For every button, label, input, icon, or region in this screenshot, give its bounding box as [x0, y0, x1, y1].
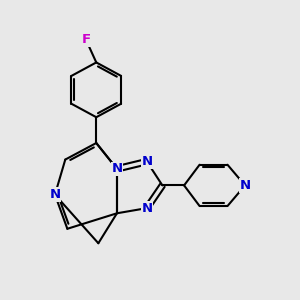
Text: F: F	[81, 33, 91, 46]
Text: N: N	[111, 162, 122, 176]
Text: N: N	[50, 188, 61, 201]
Text: N: N	[141, 202, 152, 214]
Text: N: N	[141, 155, 152, 168]
Text: N: N	[239, 179, 250, 192]
